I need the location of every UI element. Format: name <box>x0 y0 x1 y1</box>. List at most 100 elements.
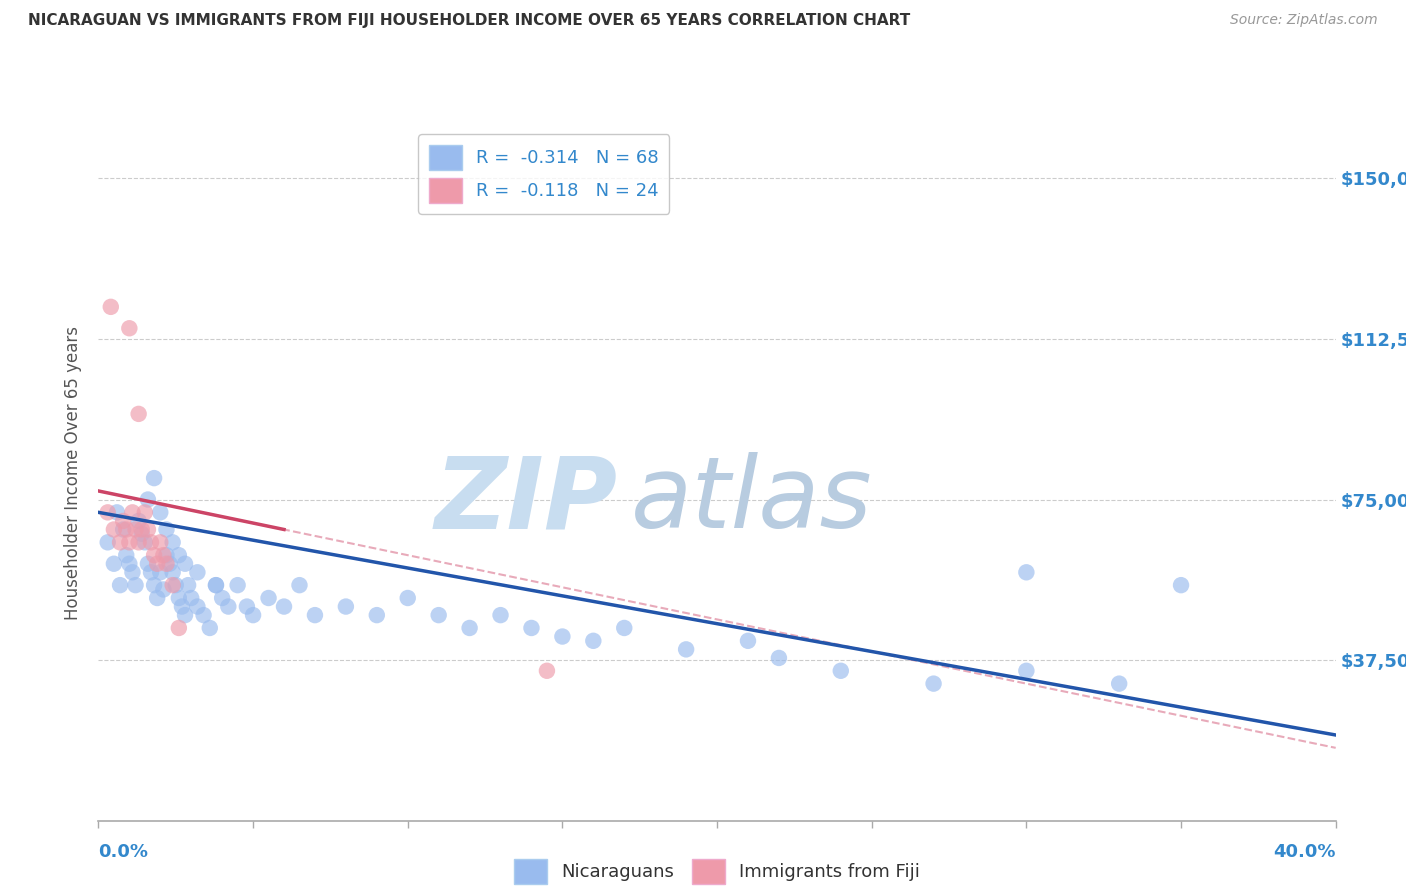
Point <box>174 608 197 623</box>
Point <box>536 664 558 678</box>
Point <box>613 621 636 635</box>
Point <box>128 535 150 549</box>
Point <box>242 608 264 623</box>
Point <box>155 557 177 571</box>
Point <box>118 535 141 549</box>
Point <box>830 664 852 678</box>
Point <box>115 548 138 562</box>
Point <box>97 535 120 549</box>
Y-axis label: Householder Income Over 65 years: Householder Income Over 65 years <box>65 326 83 620</box>
Point <box>124 523 146 537</box>
Point <box>103 557 125 571</box>
Point <box>582 633 605 648</box>
Text: ZIP: ZIP <box>434 452 619 549</box>
Text: Source: ZipAtlas.com: Source: ZipAtlas.com <box>1230 13 1378 28</box>
Point <box>205 578 228 592</box>
Point <box>162 566 184 580</box>
Text: 40.0%: 40.0% <box>1274 843 1336 861</box>
Point <box>118 557 141 571</box>
Point <box>118 321 141 335</box>
Point <box>128 514 150 528</box>
Point <box>108 578 131 592</box>
Point <box>162 578 184 592</box>
Point <box>167 621 190 635</box>
Point <box>149 566 172 580</box>
Point <box>520 621 543 635</box>
Point <box>97 505 120 519</box>
Point <box>768 651 790 665</box>
Point <box>186 599 208 614</box>
Point <box>551 630 574 644</box>
Point <box>152 582 174 597</box>
Point <box>1170 578 1192 592</box>
Point <box>155 523 177 537</box>
Text: 0.0%: 0.0% <box>98 843 149 861</box>
Text: atlas: atlas <box>630 452 872 549</box>
Point <box>124 578 146 592</box>
Point <box>112 514 135 528</box>
Point <box>288 578 311 592</box>
Point <box>1108 676 1130 690</box>
Point <box>217 599 239 614</box>
Point <box>108 535 131 549</box>
Point <box>162 535 184 549</box>
Point <box>121 505 143 519</box>
Point <box>737 633 759 648</box>
Point <box>143 578 166 592</box>
Point <box>149 535 172 549</box>
Point <box>131 526 153 541</box>
Point <box>170 599 193 614</box>
Point <box>186 566 208 580</box>
Point <box>489 608 512 623</box>
Point <box>174 557 197 571</box>
Point <box>136 523 159 537</box>
Point <box>143 548 166 562</box>
Point <box>155 548 177 562</box>
Point <box>205 578 228 592</box>
Point <box>134 535 156 549</box>
Point <box>136 492 159 507</box>
Point <box>103 523 125 537</box>
Point <box>149 505 172 519</box>
Point <box>273 599 295 614</box>
Point <box>304 608 326 623</box>
Point <box>193 608 215 623</box>
Point <box>131 523 153 537</box>
Point <box>167 548 190 562</box>
Point <box>121 566 143 580</box>
Text: NICARAGUAN VS IMMIGRANTS FROM FIJI HOUSEHOLDER INCOME OVER 65 YEARS CORRELATION : NICARAGUAN VS IMMIGRANTS FROM FIJI HOUSE… <box>28 13 910 29</box>
Point <box>335 599 357 614</box>
Point <box>143 471 166 485</box>
Point <box>458 621 481 635</box>
Point <box>112 523 135 537</box>
Point <box>211 591 233 605</box>
Point <box>396 591 419 605</box>
Point <box>105 505 128 519</box>
Point <box>128 407 150 421</box>
Point <box>100 300 122 314</box>
Point <box>146 557 169 571</box>
Point <box>146 591 169 605</box>
Point <box>152 548 174 562</box>
Point <box>159 557 181 571</box>
Point <box>257 591 280 605</box>
Point <box>165 578 187 592</box>
Point <box>198 621 221 635</box>
Point <box>366 608 388 623</box>
Point <box>136 557 159 571</box>
Point <box>427 608 450 623</box>
Point <box>226 578 249 592</box>
Point <box>167 591 190 605</box>
Point <box>675 642 697 657</box>
Point <box>139 535 162 549</box>
Point <box>236 599 259 614</box>
Point <box>139 566 162 580</box>
Point <box>177 578 200 592</box>
Point <box>134 505 156 519</box>
Point <box>1015 664 1038 678</box>
Point <box>1015 566 1038 580</box>
Point <box>180 591 202 605</box>
Legend: Nicaraguans, Immigrants from Fiji: Nicaraguans, Immigrants from Fiji <box>508 852 927 892</box>
Point <box>922 676 945 690</box>
Point <box>115 523 138 537</box>
